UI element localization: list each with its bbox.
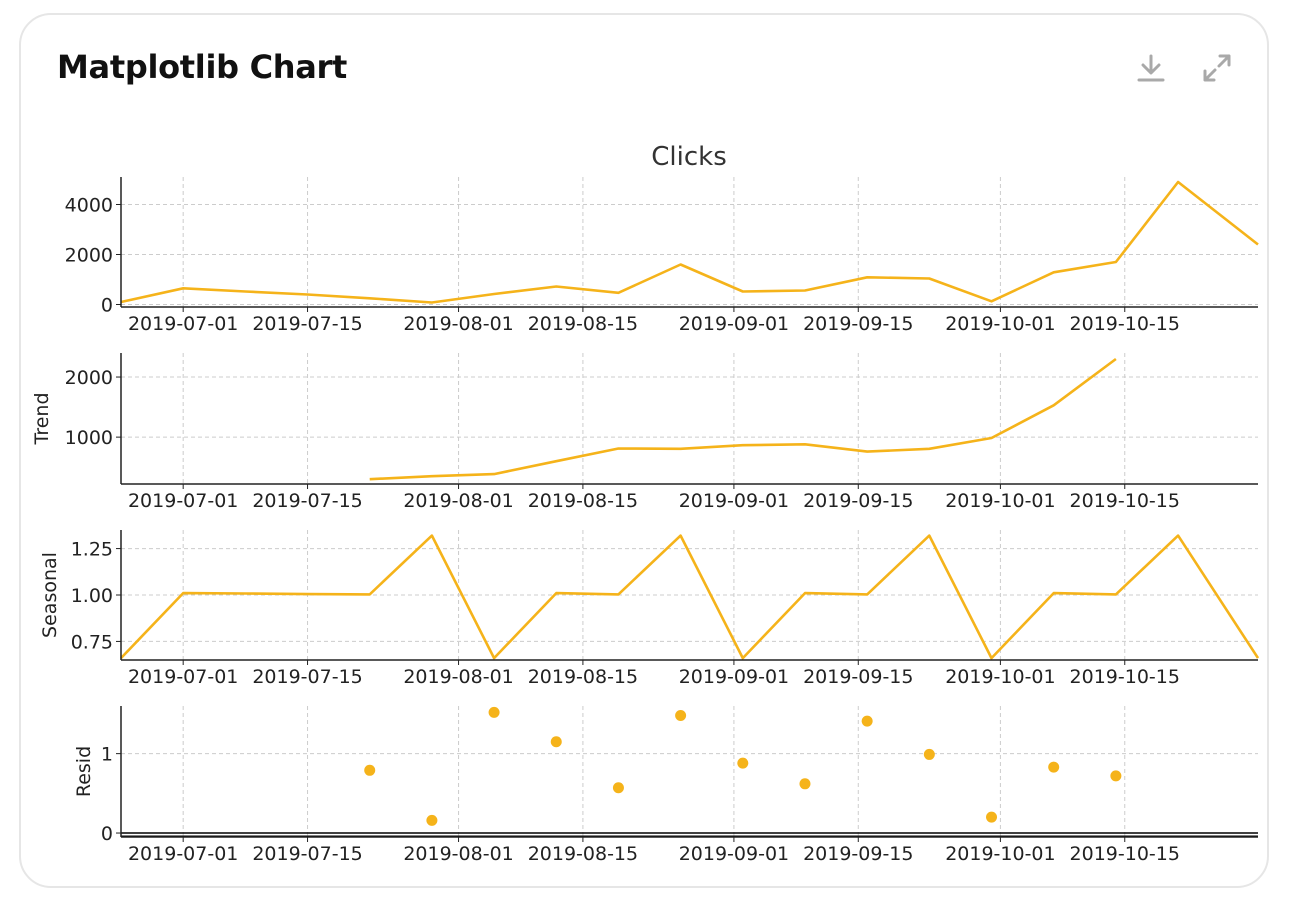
x-tick-label: 2019-07-15: [252, 490, 362, 512]
x-tick-label: 2019-10-15: [1070, 666, 1180, 688]
x-tick-label: 2019-09-15: [803, 313, 913, 335]
x-tick-label: 2019-07-01: [128, 666, 238, 688]
y-tick-label: 0: [101, 295, 113, 317]
x-tick-label: 2019-09-01: [679, 313, 789, 335]
x-tick-label: 2019-10-15: [1070, 843, 1180, 865]
x-tick-label: 2019-07-15: [252, 843, 362, 865]
resid-point: [861, 715, 873, 727]
series-line-seasonal: [120, 534, 1260, 660]
expand-button[interactable]: [1197, 48, 1237, 88]
y-tick-label: 1.25: [71, 539, 113, 561]
series-line-trend: [369, 357, 1117, 481]
y-axis-label: Trend: [31, 393, 53, 446]
panel-observed: 2019-07-01 2019-07-15 2019-08-01 2019-08-15…: [65, 177, 1259, 335]
x-tick-label: 2019-08-01: [403, 666, 513, 688]
resid-point: [1048, 761, 1060, 773]
x-tick-label: 2019-09-01: [679, 490, 789, 512]
y-tick-label: 4000: [65, 195, 113, 217]
y-tick-label: 0.75: [71, 631, 113, 653]
x-tick-label: 2019-07-01: [128, 313, 238, 335]
x-tick-label: 2019-09-15: [803, 843, 913, 865]
chart-title: Clicks: [651, 142, 727, 172]
download-icon: [1137, 54, 1165, 82]
x-tick-label: 2019-08-15: [528, 313, 638, 335]
card-title: Matplotlib Chart: [57, 48, 348, 86]
y-tick-label: 1000: [65, 427, 113, 449]
x-tick-label: 2019-08-15: [528, 490, 638, 512]
y-axis-label: Seasonal: [39, 552, 61, 638]
chart-card: Matplotlib Chart: [19, 13, 1269, 888]
resid-point: [488, 706, 500, 718]
expand-icon: [1203, 54, 1231, 82]
download-button[interactable]: [1131, 48, 1171, 88]
resid-point: [364, 764, 376, 776]
x-tick-label: 2019-09-15: [803, 490, 913, 512]
x-tick-label: 2019-08-01: [403, 313, 513, 335]
x-tick-label: 2019-09-15: [803, 666, 913, 688]
resid-point: [612, 782, 624, 794]
x-tick-label: 2019-07-15: [252, 313, 362, 335]
x-tick-label: 2019-10-15: [1070, 313, 1180, 335]
resid-point: [923, 748, 935, 760]
x-tick-label: 2019-10-01: [945, 843, 1055, 865]
x-tick-label: 2019-08-15: [528, 666, 638, 688]
x-tick-label: 2019-10-15: [1070, 490, 1180, 512]
resid-point: [737, 757, 749, 769]
resid-point: [550, 736, 562, 748]
x-tick-label: 2019-07-15: [252, 666, 362, 688]
resid-point: [1110, 770, 1122, 782]
y-tick-label: 2000: [65, 245, 113, 267]
resid-point: [986, 811, 998, 823]
y-tick-label: 1.00: [71, 585, 113, 607]
resid-point: [799, 778, 811, 790]
resid-point: [426, 814, 438, 826]
x-tick-label: 2019-07-01: [128, 843, 238, 865]
y-tick-label: 1: [101, 744, 113, 766]
x-tick-label: 2019-07-01: [128, 490, 238, 512]
panel-seasonal: 2019-07-01 2019-07-15 2019-08-01 2019-08-15…: [39, 530, 1260, 688]
y-tick-label: 2000: [65, 367, 113, 389]
x-tick-label: 2019-10-01: [945, 666, 1055, 688]
y-tick-label: 0: [101, 823, 113, 845]
x-tick-label: 2019-08-01: [403, 490, 513, 512]
x-tick-label: 2019-08-01: [403, 843, 513, 865]
panel-trend: 2019-07-01 2019-07-15 2019-08-01 2019-08-15…: [31, 353, 1258, 512]
x-tick-label: 2019-09-01: [679, 666, 789, 688]
y-axis-label: Resid: [73, 746, 95, 797]
panel-resid: 2019-07-01 2019-07-15 2019-08-01 2019-08-15…: [73, 706, 1258, 865]
x-tick-label: 2019-08-15: [528, 843, 638, 865]
x-tick-label: 2019-10-01: [945, 490, 1055, 512]
series-line-observed: [120, 180, 1259, 304]
x-tick-label: 2019-09-01: [679, 843, 789, 865]
resid-point: [675, 710, 687, 722]
x-tick-label: 2019-10-01: [945, 313, 1055, 335]
